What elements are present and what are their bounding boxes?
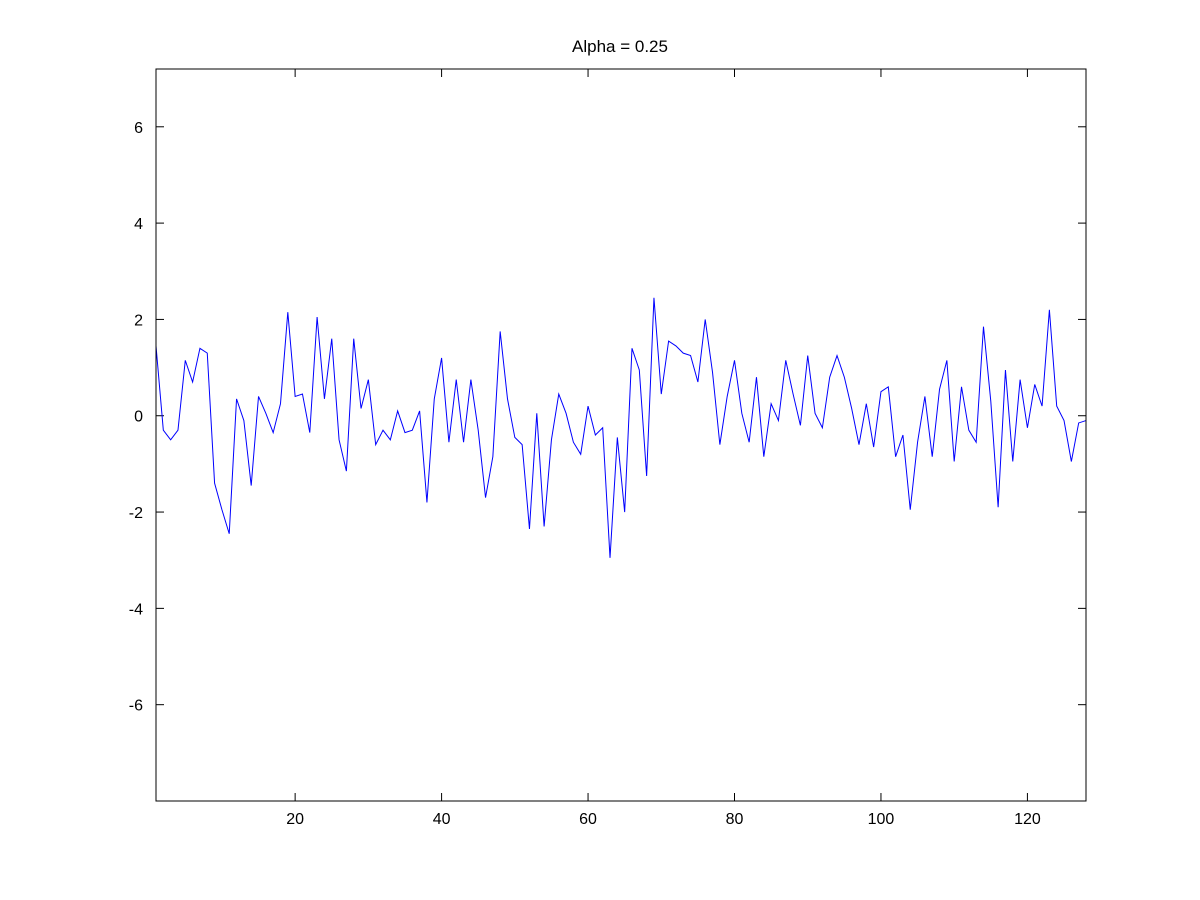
- x-tick-label: 20: [286, 811, 304, 828]
- y-tick-label: -2: [129, 505, 143, 522]
- y-tick-label: 6: [134, 120, 143, 137]
- x-axis-ticks: 20 40 60 80 100 120: [286, 69, 1041, 828]
- y-tick-label: -4: [129, 601, 143, 618]
- series-layer: [155, 297, 1087, 558]
- x-tick-label: 40: [433, 811, 451, 828]
- series-line: [155, 297, 1087, 558]
- x-tick-label: 100: [868, 811, 895, 828]
- x-tick-label: 80: [726, 811, 744, 828]
- y-tick-label: -6: [129, 698, 143, 715]
- y-axis-ticks: -6 -4 -2 0 2 4 6: [129, 120, 1086, 715]
- y-tick-label: 0: [134, 409, 143, 426]
- y-tick-label: 4: [134, 216, 143, 233]
- axes-frame: [155, 68, 1087, 802]
- x-tick-label: 120: [1014, 811, 1041, 828]
- x-tick-label: 60: [579, 811, 597, 828]
- y-tick-label: 2: [134, 312, 143, 329]
- chart-title: Alpha = 0.25: [572, 37, 668, 56]
